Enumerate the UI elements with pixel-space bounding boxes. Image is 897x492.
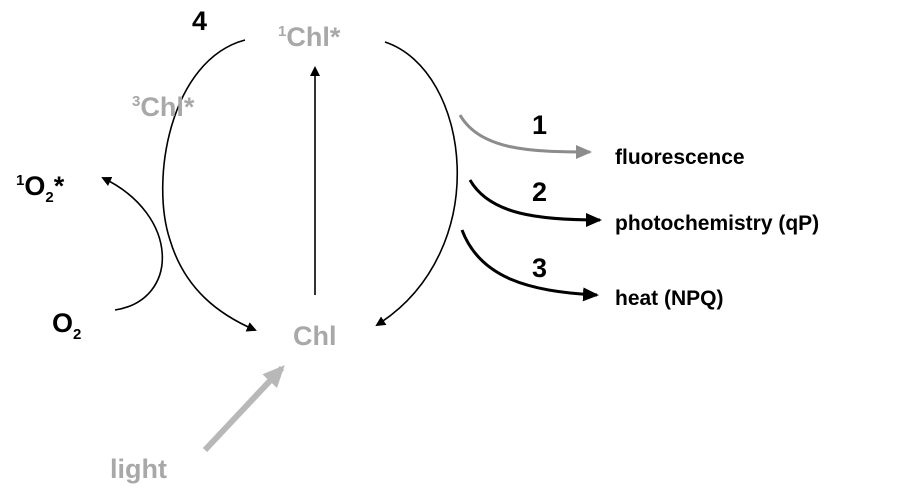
triplet-chl: 3Chl* (132, 92, 195, 122)
ground-chl: Chl (293, 321, 337, 351)
light-arrow (202, 365, 285, 453)
superscript: 1 (16, 172, 24, 189)
fluorescence-arrow (458, 114, 592, 159)
pathway-label: fluorescence (615, 146, 745, 169)
pathway-number: 2 (532, 177, 547, 207)
light-label: light (110, 454, 167, 484)
singlet-chl: 1Chl* (278, 22, 341, 52)
pathway-number: 4 (192, 6, 207, 36)
pathway-label: heat (NPQ) (615, 287, 724, 310)
triplet-arc (161, 39, 257, 332)
oxygen-arrow (101, 176, 164, 311)
subscript: 2 (73, 326, 81, 343)
oxygen: O2 (52, 308, 81, 343)
node-label: Chl* (140, 92, 194, 122)
decay-arc (375, 41, 459, 327)
node-label: Chl* (286, 22, 340, 52)
subscript: 2 (45, 189, 53, 206)
superscript: 1 (278, 23, 286, 40)
pathway-number: 3 (532, 253, 547, 283)
species-label: O (24, 171, 45, 201)
suffix: * (54, 171, 65, 201)
pathway-number: 1 (532, 110, 547, 140)
pathway-label: photochemistry (qP) (615, 212, 819, 235)
singlet-oxygen: 1O2* (16, 171, 65, 206)
arrows (101, 39, 602, 453)
superscript: 3 (132, 93, 140, 110)
heat-arrow (460, 229, 599, 302)
photochemistry-arrow (468, 179, 602, 227)
species-label: O (52, 308, 73, 338)
